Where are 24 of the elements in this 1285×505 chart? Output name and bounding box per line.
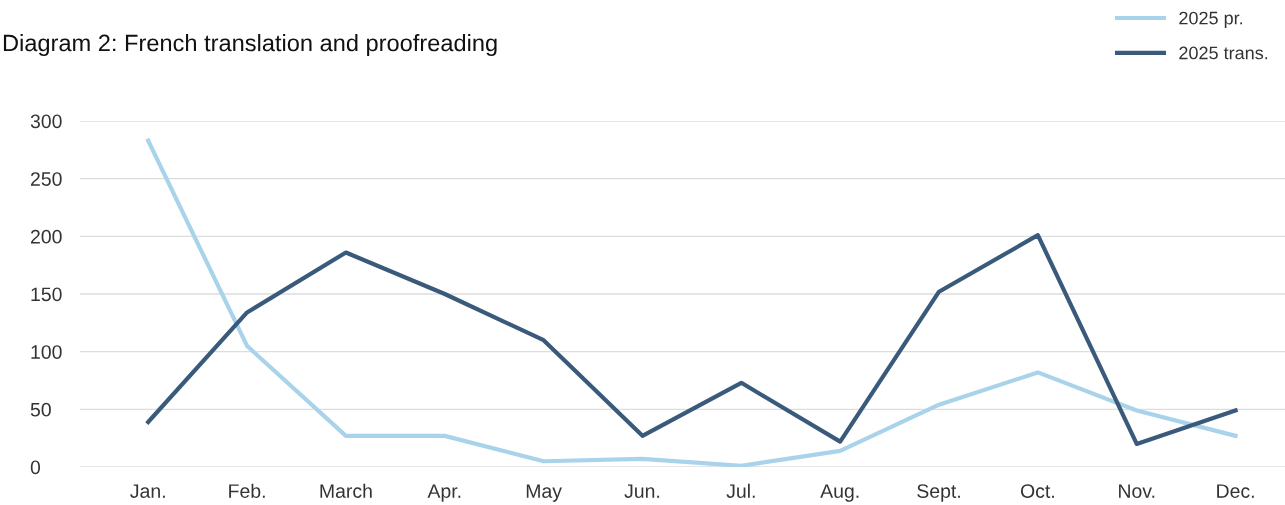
x-tick-label: Apr. — [427, 484, 461, 502]
x-tick-label: Nov. — [1119, 484, 1155, 498]
y-tick-label: 300 — [30, 114, 62, 129]
x-tick-label: Sept. — [917, 484, 960, 502]
y-tick-label: 250 — [30, 172, 62, 186]
y-tick-label: 150 — [31, 287, 62, 302]
legend-label: 2025 trans. — [1179, 46, 1268, 60]
line-series — [146, 138, 1238, 467]
x-tick-label: Aug. — [820, 484, 859, 502]
chart-title: Diagram 2: French translation and proofreading — [3, 34, 497, 56]
y-tick-label: 200 — [30, 229, 62, 244]
x-tick-label: Jun. — [624, 484, 660, 498]
y-tick-label: 0 — [30, 460, 41, 475]
y-tick-label: 100 — [31, 345, 62, 359]
x-tick-label: March — [320, 483, 372, 498]
legend-label: 2025 pr. — [1179, 11, 1243, 29]
x-tick-label: Jan. — [130, 484, 165, 498]
x-tick-label: Oct. — [1020, 484, 1054, 498]
line-series — [146, 233, 1238, 447]
x-tick-label: Jul. — [726, 483, 755, 498]
y-tick-label: 50 — [30, 402, 51, 417]
x-tick-label: May — [526, 484, 562, 502]
x-tick-label: Feb. — [229, 483, 265, 498]
x-tick-label: Dec. — [1217, 484, 1254, 498]
